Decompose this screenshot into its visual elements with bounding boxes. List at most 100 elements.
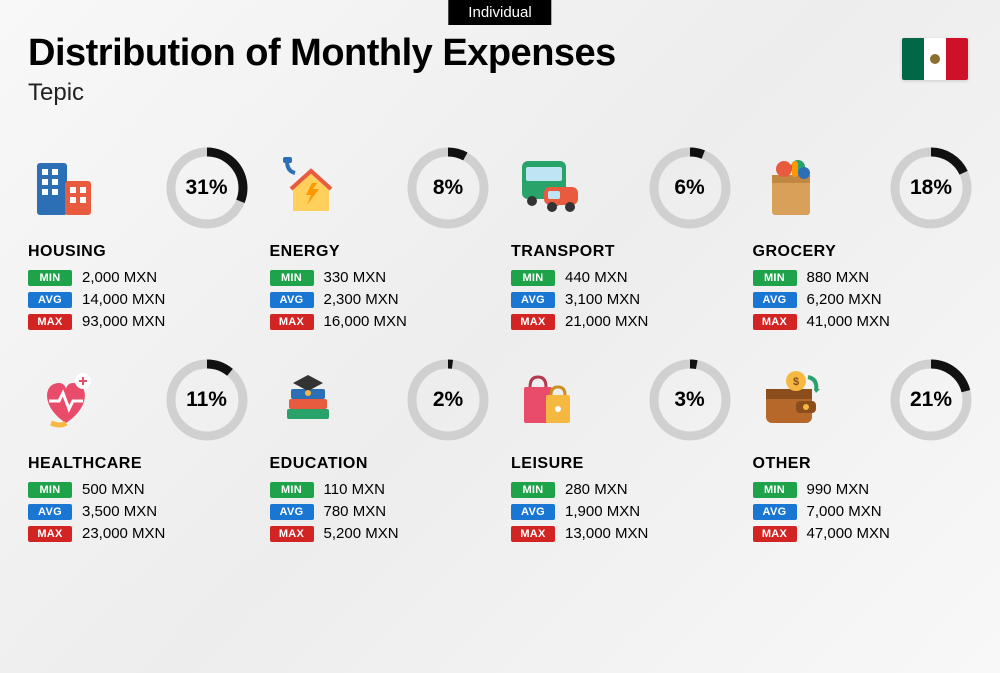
max-badge: MAX	[753, 314, 797, 330]
min-badge: MIN	[511, 270, 555, 286]
stat-min: MIN 440 MXN	[511, 269, 731, 286]
page-subtitle: Tepic	[28, 79, 972, 107]
percent-donut: 6%	[649, 147, 731, 229]
avg-value: 7,000 MXN	[807, 503, 882, 520]
max-badge: MAX	[270, 314, 314, 330]
stat-avg: AVG 2,300 MXN	[270, 291, 490, 308]
stat-max: MAX 21,000 MXN	[511, 313, 731, 330]
avg-badge: AVG	[28, 504, 72, 520]
stat-max: MAX 47,000 MXN	[753, 525, 973, 542]
max-badge: MAX	[511, 314, 555, 330]
stat-max: MAX 5,200 MXN	[270, 525, 490, 542]
stat-max: MAX 16,000 MXN	[270, 313, 490, 330]
stat-min: MIN 990 MXN	[753, 481, 973, 498]
stat-avg: AVG 7,000 MXN	[753, 503, 973, 520]
min-badge: MIN	[753, 270, 797, 286]
max-value: 16,000 MXN	[324, 313, 407, 330]
stat-min: MIN 110 MXN	[270, 481, 490, 498]
energy-house-icon	[270, 150, 346, 226]
max-value: 13,000 MXN	[565, 525, 648, 542]
category-name: GROCERY	[753, 243, 973, 261]
max-value: 47,000 MXN	[807, 525, 890, 542]
min-value: 990 MXN	[807, 481, 870, 498]
category-card-transport: 6% TRANSPORT MIN 440 MXN AVG 3,100 MXN M…	[511, 147, 731, 335]
percent-donut: 3%	[649, 359, 731, 441]
stat-min: MIN 2,000 MXN	[28, 269, 248, 286]
avg-value: 1,900 MXN	[565, 503, 640, 520]
percent-label: 3%	[649, 359, 731, 441]
wallet-icon: $	[753, 362, 829, 438]
min-badge: MIN	[28, 270, 72, 286]
percent-label: 18%	[890, 147, 972, 229]
min-badge: MIN	[270, 482, 314, 498]
percent-donut: 2%	[407, 359, 489, 441]
percent-donut: 21%	[890, 359, 972, 441]
avg-badge: AVG	[511, 504, 555, 520]
category-card-healthcare: 11% HEALTHCARE MIN 500 MXN AVG 3,500 MXN…	[28, 359, 248, 547]
categories-grid: 31% HOUSING MIN 2,000 MXN AVG 14,000 MXN…	[0, 117, 1000, 567]
percent-donut: 31%	[166, 147, 248, 229]
max-value: 41,000 MXN	[807, 313, 890, 330]
stat-max: MAX 41,000 MXN	[753, 313, 973, 330]
min-value: 330 MXN	[324, 269, 387, 286]
stat-min: MIN 880 MXN	[753, 269, 973, 286]
shopping-bags-icon	[511, 362, 587, 438]
min-value: 280 MXN	[565, 481, 628, 498]
min-value: 500 MXN	[82, 481, 145, 498]
percent-label: 11%	[166, 359, 248, 441]
books-cap-icon	[270, 362, 346, 438]
avg-value: 14,000 MXN	[82, 291, 165, 308]
min-value: 440 MXN	[565, 269, 628, 286]
min-badge: MIN	[270, 270, 314, 286]
percent-label: 21%	[890, 359, 972, 441]
stat-avg: AVG 3,100 MXN	[511, 291, 731, 308]
min-value: 880 MXN	[807, 269, 870, 286]
percent-label: 2%	[407, 359, 489, 441]
header: Distribution of Monthly Expenses Tepic	[0, 0, 1000, 117]
avg-value: 6,200 MXN	[807, 291, 882, 308]
percent-donut: 8%	[407, 147, 489, 229]
max-value: 93,000 MXN	[82, 313, 165, 330]
min-badge: MIN	[753, 482, 797, 498]
category-card-education: 2% EDUCATION MIN 110 MXN AVG 780 MXN MAX…	[270, 359, 490, 547]
category-name: HOUSING	[28, 243, 248, 261]
avg-badge: AVG	[28, 292, 72, 308]
stat-avg: AVG 6,200 MXN	[753, 291, 973, 308]
category-name: OTHER	[753, 455, 973, 473]
percent-donut: 18%	[890, 147, 972, 229]
max-badge: MAX	[511, 526, 555, 542]
min-badge: MIN	[511, 482, 555, 498]
avg-value: 3,500 MXN	[82, 503, 157, 520]
percent-label: 6%	[649, 147, 731, 229]
stat-min: MIN 280 MXN	[511, 481, 731, 498]
percent-donut: 11%	[166, 359, 248, 441]
category-card-leisure: 3% LEISURE MIN 280 MXN AVG 1,900 MXN MAX…	[511, 359, 731, 547]
max-value: 5,200 MXN	[324, 525, 399, 542]
buildings-icon	[28, 150, 104, 226]
category-card-housing: 31% HOUSING MIN 2,000 MXN AVG 14,000 MXN…	[28, 147, 248, 335]
stat-max: MAX 13,000 MXN	[511, 525, 731, 542]
stat-min: MIN 500 MXN	[28, 481, 248, 498]
max-badge: MAX	[28, 526, 72, 542]
max-badge: MAX	[270, 526, 314, 542]
svg-text:$: $	[792, 376, 798, 388]
min-value: 110 MXN	[324, 481, 385, 498]
stat-avg: AVG 3,500 MXN	[28, 503, 248, 520]
min-value: 2,000 MXN	[82, 269, 157, 286]
stat-max: MAX 23,000 MXN	[28, 525, 248, 542]
heart-health-icon	[28, 362, 104, 438]
avg-badge: AVG	[270, 292, 314, 308]
max-value: 23,000 MXN	[82, 525, 165, 542]
max-value: 21,000 MXN	[565, 313, 648, 330]
min-badge: MIN	[28, 482, 72, 498]
bus-car-icon	[511, 150, 587, 226]
category-name: LEISURE	[511, 455, 731, 473]
avg-value: 780 MXN	[324, 503, 387, 520]
avg-badge: AVG	[753, 504, 797, 520]
stat-avg: AVG 1,900 MXN	[511, 503, 731, 520]
max-badge: MAX	[753, 526, 797, 542]
avg-value: 2,300 MXN	[324, 291, 399, 308]
avg-value: 3,100 MXN	[565, 291, 640, 308]
max-badge: MAX	[28, 314, 72, 330]
grocery-bag-icon	[753, 150, 829, 226]
